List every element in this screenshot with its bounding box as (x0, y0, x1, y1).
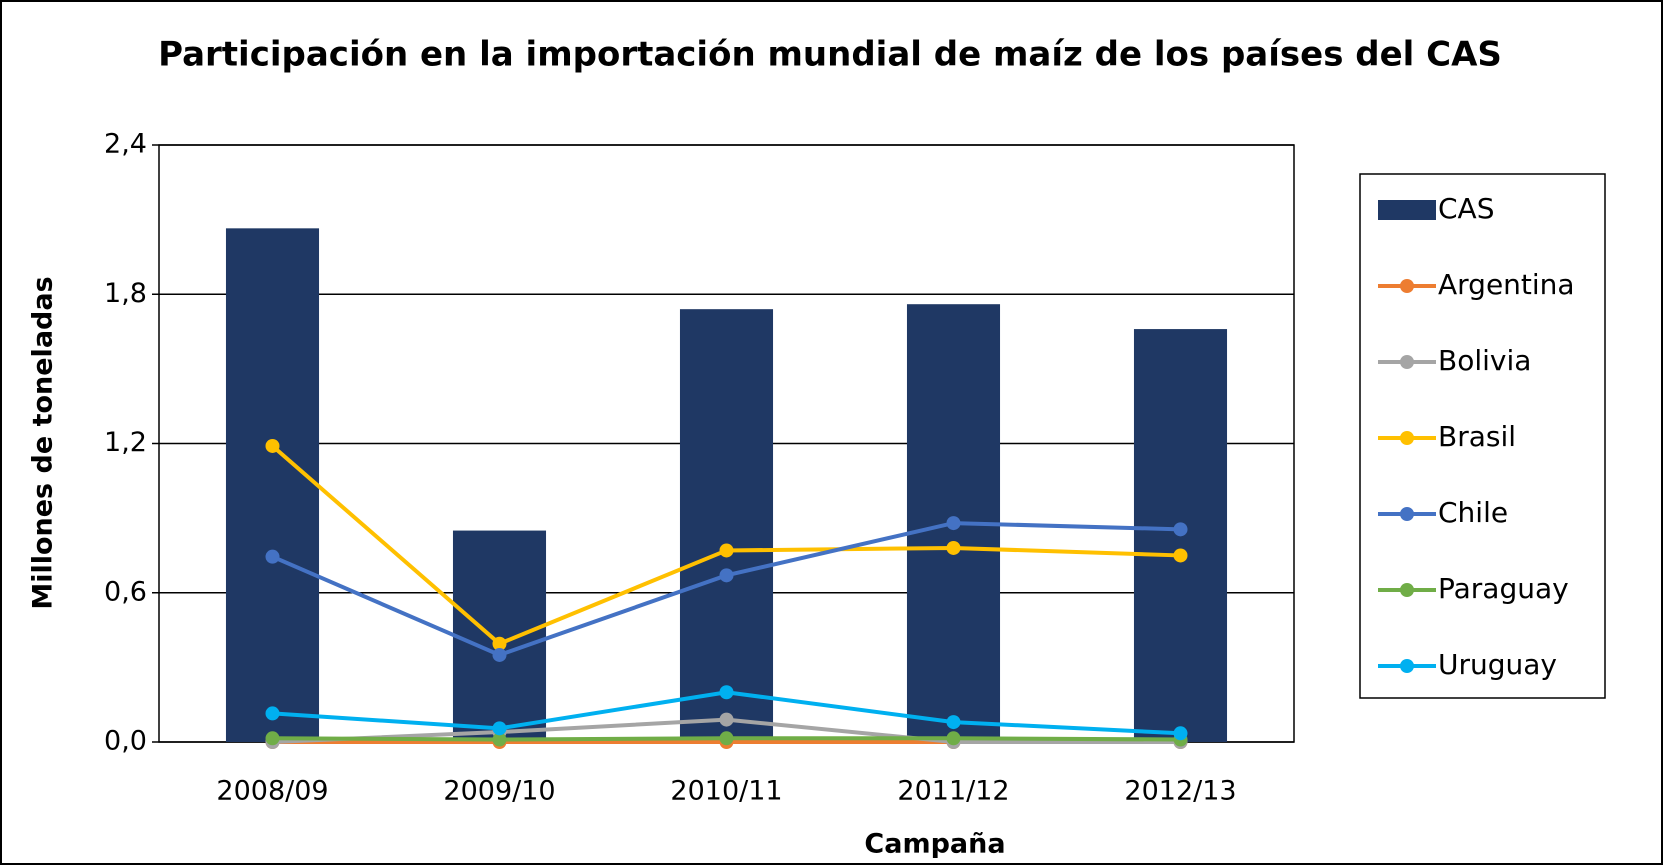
x-tick-label: 2010/11 (670, 776, 782, 807)
y-axis-label: Millones de toneladas (28, 276, 59, 609)
marker (719, 543, 734, 558)
legend-marker (1400, 583, 1414, 597)
legend-marker (1400, 355, 1414, 369)
marker (492, 721, 507, 736)
x-tick-label: 2012/13 (1124, 776, 1236, 807)
y-tick-label: 0,6 (104, 576, 147, 607)
bar (225, 228, 320, 743)
legend-swatch (1378, 200, 1436, 220)
y-tick-label: 1,8 (104, 278, 147, 309)
marker (946, 715, 961, 730)
legend-label: Argentina (1438, 268, 1575, 301)
legend-label: Paraguay (1438, 572, 1569, 605)
x-tick-label: 2008/09 (216, 776, 328, 807)
y-tick-label: 2,4 (104, 129, 147, 160)
y-tick-label: 0,0 (104, 726, 147, 757)
marker (1173, 726, 1188, 741)
x-tick-label: 2009/10 (443, 776, 555, 807)
marker (946, 540, 961, 555)
marker (492, 647, 507, 662)
marker (265, 549, 280, 564)
marker (265, 706, 280, 721)
legend-label: Bolivia (1438, 344, 1531, 377)
marker (492, 636, 507, 651)
marker (492, 732, 507, 747)
x-axis-label: Campaña (864, 829, 1005, 860)
marker (719, 568, 734, 583)
marker (265, 438, 280, 453)
marker (265, 731, 280, 746)
legend-label: Brasil (1438, 420, 1516, 453)
chart-title: Participación en la importación mundial … (158, 35, 1502, 75)
bar (452, 530, 547, 742)
bar (679, 309, 774, 742)
marker (1173, 548, 1188, 563)
legend-marker (1400, 279, 1414, 293)
legend-label: CAS (1438, 192, 1494, 225)
marker (719, 712, 734, 727)
legend-marker (1400, 507, 1414, 521)
marker (946, 516, 961, 531)
legend-label: Uruguay (1438, 648, 1557, 681)
marker (1173, 522, 1188, 537)
marker (719, 731, 734, 746)
legend-marker (1400, 659, 1414, 673)
marker (719, 685, 734, 700)
legend-label: Chile (1438, 496, 1508, 529)
y-tick-label: 1,2 (104, 427, 147, 458)
x-tick-label: 2011/12 (897, 776, 1009, 807)
marker (946, 731, 961, 746)
legend-marker (1400, 431, 1414, 445)
